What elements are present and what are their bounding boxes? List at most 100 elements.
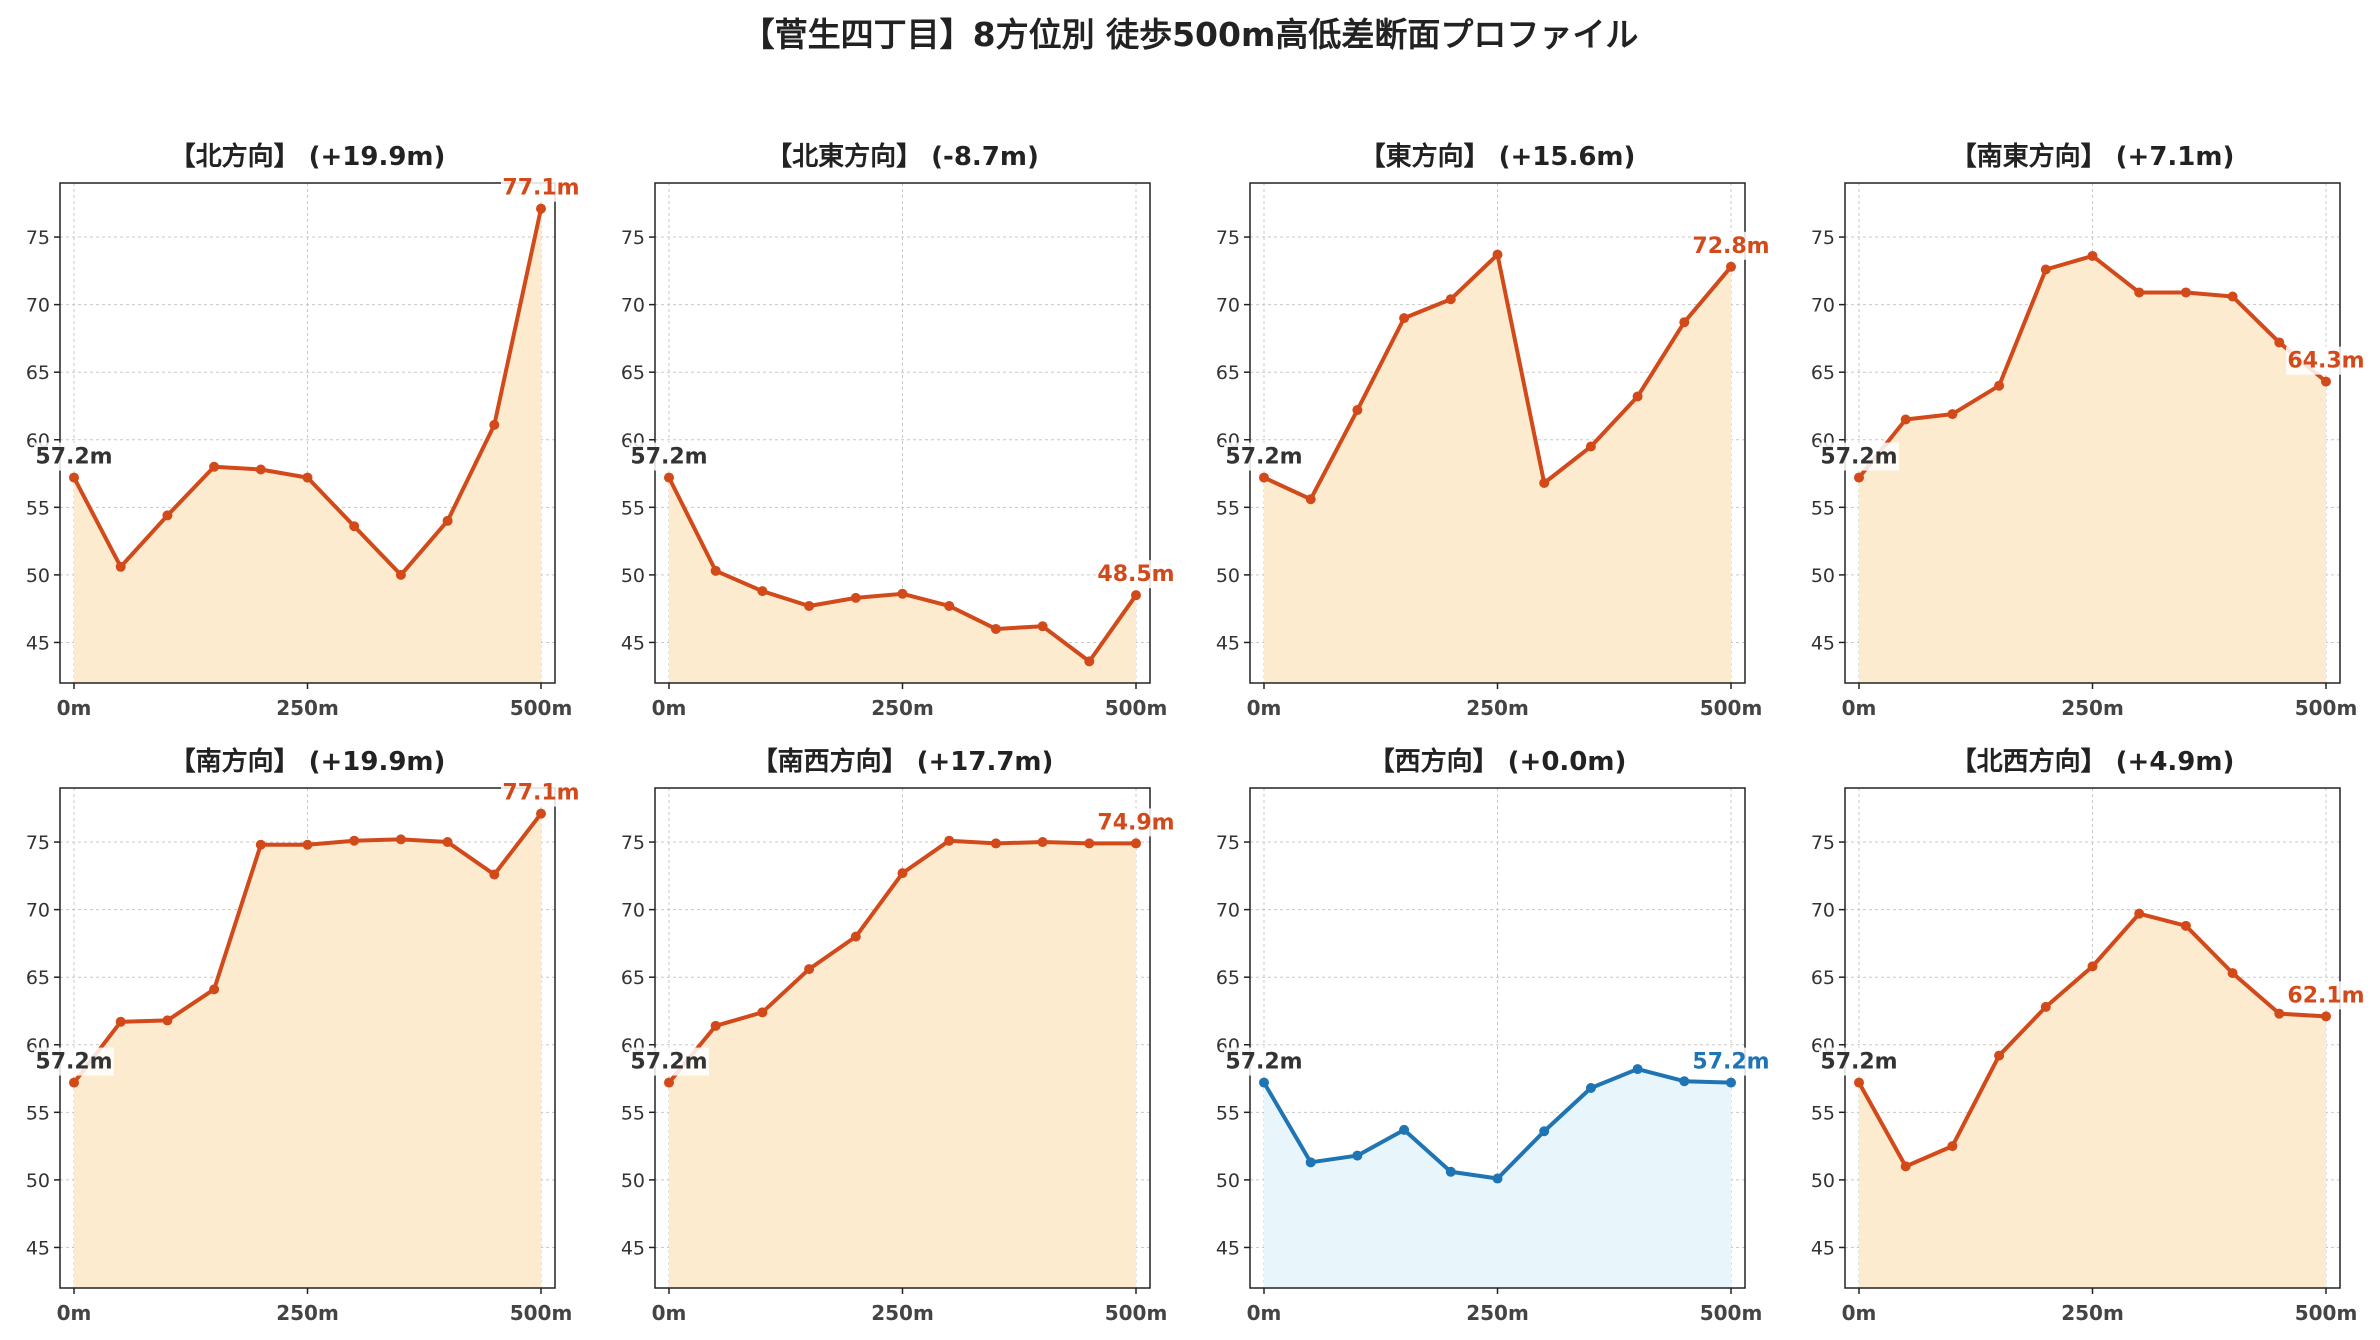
x-tick-label: 0m	[1842, 696, 1877, 720]
x-tick-label: 0m	[652, 1301, 687, 1325]
y-tick-label: 70	[621, 295, 645, 317]
data-point	[1492, 1173, 1503, 1184]
data-point	[442, 837, 453, 848]
x-tick-label: 0m	[1247, 696, 1282, 720]
data-point	[1585, 441, 1596, 452]
data-point	[757, 1007, 768, 1018]
start-label-bg	[1819, 1047, 1899, 1076]
end-label: 77.1m	[502, 176, 579, 201]
y-tick-label: 75	[1811, 832, 1835, 854]
x-tick-label: 0m	[652, 696, 687, 720]
data-point	[804, 600, 815, 611]
y-tick-label: 65	[26, 967, 50, 989]
y-tick-label: 45	[1216, 632, 1240, 654]
panel-title: 【南方向】 (+19.9m)	[170, 746, 446, 777]
data-point	[349, 521, 360, 532]
data-point	[255, 464, 266, 475]
end-label: 72.8m	[1692, 234, 1769, 259]
start-label-bg	[34, 442, 114, 471]
data-point	[1585, 1083, 1596, 1093]
x-tick-label: 250m	[276, 696, 339, 720]
data-point	[1539, 478, 1550, 488]
data-point	[1726, 261, 1736, 272]
y-tick-label: 70	[1216, 900, 1240, 922]
data-point	[1305, 1157, 1316, 1168]
data-point	[2040, 1001, 2051, 1012]
data-point	[1131, 590, 1141, 601]
data-point	[2321, 1011, 2331, 1022]
end-label-bg	[501, 778, 581, 807]
y-tick-label: 75	[1216, 832, 1240, 854]
start-label: 57.2m	[35, 445, 112, 470]
area-fill	[669, 477, 1136, 683]
y-tick-label: 75	[621, 227, 645, 249]
start-label-bg	[1224, 442, 1304, 471]
y-tick-label: 75	[1216, 227, 1240, 249]
x-tick-label: 500m	[1105, 696, 1168, 720]
end-label-bg	[501, 173, 581, 202]
data-point	[2087, 250, 2098, 261]
end-label-bg	[2286, 346, 2366, 375]
area-fill	[1859, 255, 2326, 684]
data-point	[536, 808, 546, 819]
area-fill	[74, 208, 541, 684]
data-point	[209, 461, 220, 472]
data-point	[2087, 961, 2098, 972]
y-tick-label: 70	[26, 295, 50, 317]
data-point	[1900, 414, 1911, 425]
data-point	[1632, 1064, 1643, 1075]
end-label-bg	[2286, 981, 2366, 1010]
x-tick-label: 500m	[2295, 1301, 2358, 1325]
data-point	[850, 592, 861, 603]
data-point	[302, 839, 313, 850]
y-tick-label: 55	[621, 1102, 645, 1124]
x-tick-label: 500m	[510, 1301, 573, 1325]
y-tick-label: 45	[26, 1237, 50, 1259]
data-point	[944, 600, 955, 611]
panel-title: 【北方向】 (+19.9m)	[170, 141, 446, 172]
area-fill	[74, 813, 541, 1288]
data-point	[489, 419, 500, 430]
data-point	[302, 472, 313, 483]
data-point	[1399, 1124, 1410, 1135]
y-tick-label: 50	[621, 1170, 645, 1192]
start-label: 57.2m	[35, 1050, 112, 1075]
data-point	[1352, 1150, 1363, 1161]
data-point	[2321, 376, 2331, 387]
data-point	[1994, 1050, 2005, 1061]
data-point	[1539, 1126, 1550, 1137]
y-tick-label: 50	[26, 565, 50, 587]
y-tick-label: 55	[1216, 497, 1240, 519]
y-tick-label: 70	[1811, 295, 1835, 317]
data-point	[1854, 472, 1864, 483]
data-point	[395, 569, 406, 580]
data-point	[804, 964, 815, 975]
start-label-bg	[34, 1047, 114, 1076]
start-label-bg	[1819, 442, 1899, 471]
x-tick-label: 0m	[57, 696, 92, 720]
data-point	[1947, 409, 1958, 420]
data-point	[1726, 1077, 1736, 1088]
data-point	[1084, 656, 1095, 667]
y-tick-label: 55	[1216, 1102, 1240, 1124]
data-point	[255, 839, 266, 850]
data-point	[115, 1016, 126, 1027]
panel-title: 【西方向】 (+0.0m)	[1369, 746, 1627, 777]
y-tick-label: 50	[1811, 1170, 1835, 1192]
y-tick-label: 65	[621, 362, 645, 384]
figure-title: 【菅生四丁目】8方位別 徒歩500m高低差断面プロファイル	[741, 15, 1639, 54]
y-tick-label: 75	[26, 227, 50, 249]
y-tick-label: 65	[1216, 362, 1240, 384]
area-fill	[1859, 913, 2326, 1288]
x-tick-label: 250m	[1466, 696, 1529, 720]
data-point	[2134, 908, 2145, 919]
end-label: 77.1m	[502, 781, 579, 806]
y-tick-label: 45	[1811, 1237, 1835, 1259]
data-point	[395, 834, 406, 845]
end-label: 48.5m	[1097, 562, 1174, 587]
panel-title: 【南西方向】 (+17.7m)	[752, 746, 1054, 777]
end-label: 62.1m	[2287, 983, 2364, 1008]
